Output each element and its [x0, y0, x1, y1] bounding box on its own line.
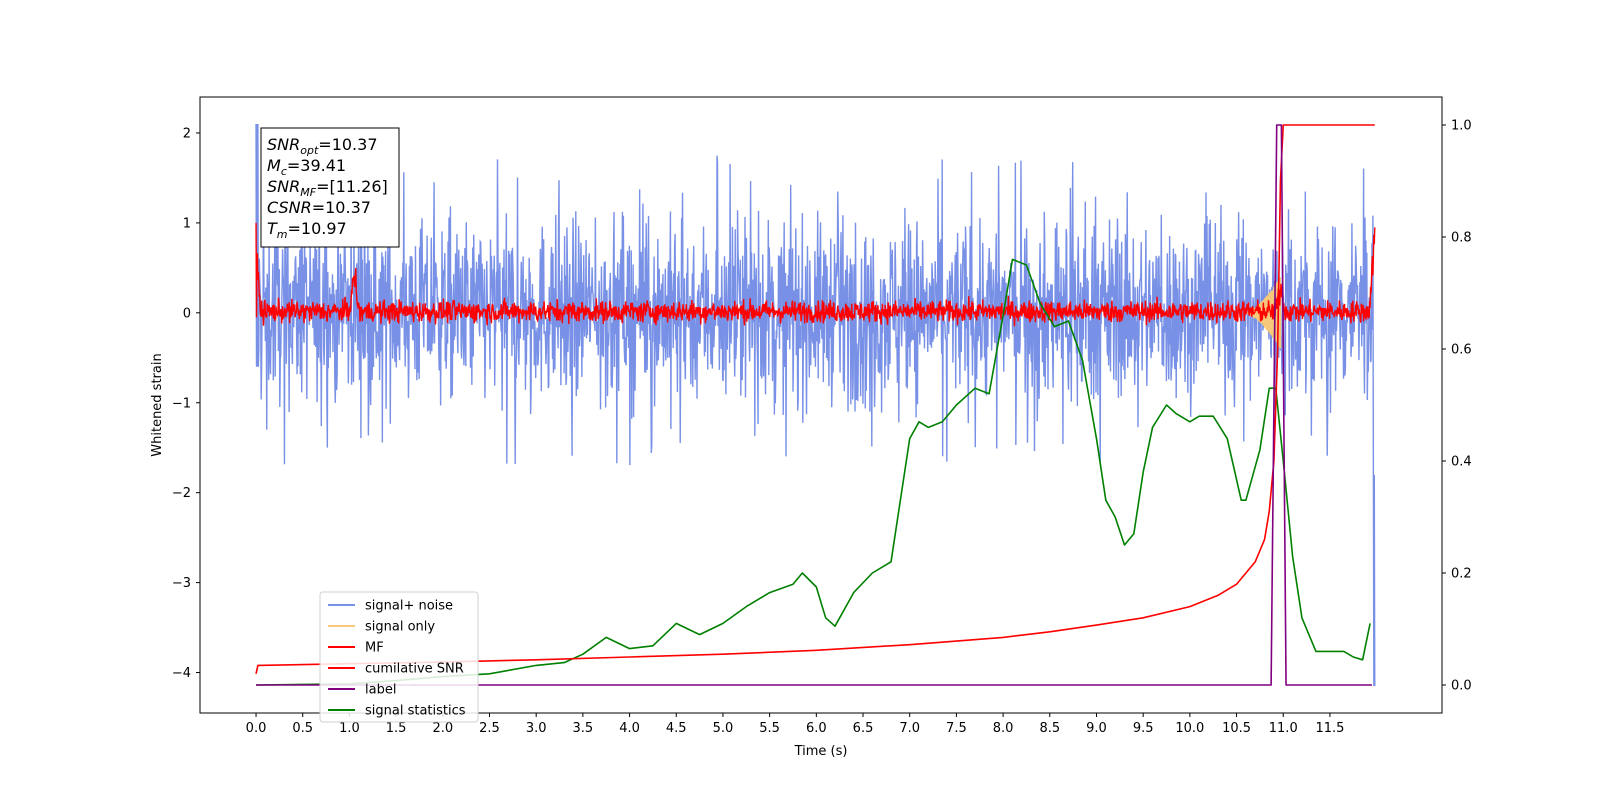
x-tick-label: 11.5 — [1315, 721, 1344, 736]
annotation-line: Mc=39.41 — [267, 156, 346, 178]
y-tick-label: −3 — [172, 576, 191, 591]
x-tick-label: 2.0 — [432, 721, 453, 736]
y2-tick-label: 1.0 — [1451, 119, 1472, 134]
y-tick-label: −2 — [172, 486, 191, 501]
y-axis-label: Whitened strain — [150, 353, 165, 456]
legend-entry: MF — [365, 641, 384, 656]
y-axis-right: 1.0 0.8 0.6 0.4 0.2 0.0 — [1442, 119, 1472, 694]
y-tick-label: −4 — [172, 666, 191, 681]
x-tick-label: 1.0 — [339, 721, 360, 736]
x-tick-label: 6.5 — [853, 721, 874, 736]
annotation-line: SNRMF=[11.26] — [267, 177, 388, 199]
legend-frame — [319, 591, 479, 723]
x-tick-label: 5.5 — [759, 721, 780, 736]
x-tick-label: 0.5 — [292, 721, 313, 736]
annotation-frame — [260, 127, 400, 248]
x-tick-label: 7.0 — [899, 721, 920, 736]
y2-tick-label: 0.2 — [1451, 567, 1472, 582]
plot-frame — [199, 96, 1443, 714]
x-tick-label: 11.0 — [1269, 721, 1298, 736]
series-signal-statistics — [256, 258, 1371, 686]
x-tick-label: 3.0 — [526, 721, 547, 736]
x-tick-label: 2.5 — [479, 721, 500, 736]
x-axis-label: Time (s) — [794, 744, 848, 759]
legend-entry: signal only — [365, 620, 435, 635]
x-axis: 0.0 0.5 1.0 1.5 2.0 2.5 3.0 3.5 4.0 4.5 5.0 5.5 6.0 6… — [246, 713, 1344, 736]
x-tick-label: 7.5 — [946, 721, 967, 736]
x-tick-label: 4.0 — [619, 721, 640, 736]
y2-tick-label: 0.4 — [1451, 455, 1472, 470]
series-cumulative-snr — [255, 124, 1375, 674]
x-tick-label: 10.0 — [1175, 721, 1204, 736]
legend-entry: signal+ noise — [365, 599, 453, 614]
x-tick-label: 0.0 — [246, 721, 267, 736]
annotation-line: SNRopt=10.37 — [267, 135, 378, 157]
series-mf — [255, 222, 1376, 327]
x-tick-label: 3.5 — [573, 721, 594, 736]
x-tick-label: 1.5 — [386, 721, 407, 736]
legend-entry: cumilative SNR — [365, 662, 464, 677]
x-tick-label: 9.0 — [1086, 721, 1107, 736]
y-tick-label: 1 — [183, 216, 191, 231]
annotation-line: CSNR=10.37 — [267, 198, 371, 217]
annotation-line: Tm=10.97 — [267, 219, 347, 241]
y-tick-label: 0 — [183, 306, 191, 321]
x-tick-label: 9.5 — [1133, 721, 1154, 736]
series-signal-noise — [255, 123, 1376, 687]
legend-entry: signal statistics — [365, 704, 466, 719]
y-axis-left: 2 1 0 −1 −2 −3 −4 — [172, 126, 200, 681]
x-tick-label: 4.5 — [666, 721, 687, 736]
y2-tick-label: 0.6 — [1451, 343, 1472, 358]
x-tick-label: 8.5 — [1039, 721, 1060, 736]
legend-entry: label — [365, 683, 396, 698]
y2-tick-label: 0.0 — [1451, 679, 1472, 694]
x-tick-label: 8.0 — [993, 721, 1014, 736]
series-label — [256, 124, 1372, 686]
annotation-box: SNRopt=10.37Mc=39.41SNRMF=[11.26]CSNR=10… — [260, 127, 400, 248]
plot-area — [255, 123, 1376, 687]
x-tick-label: 10.5 — [1222, 721, 1251, 736]
y2-tick-label: 0.8 — [1451, 231, 1472, 246]
y-tick-label: 2 — [183, 126, 191, 141]
x-tick-label: 6.0 — [806, 721, 827, 736]
legend: signal+ noise signal only MF cumilative SNR… — [319, 591, 479, 723]
x-tick-label: 5.0 — [713, 721, 734, 736]
y-tick-label: −1 — [172, 396, 191, 411]
